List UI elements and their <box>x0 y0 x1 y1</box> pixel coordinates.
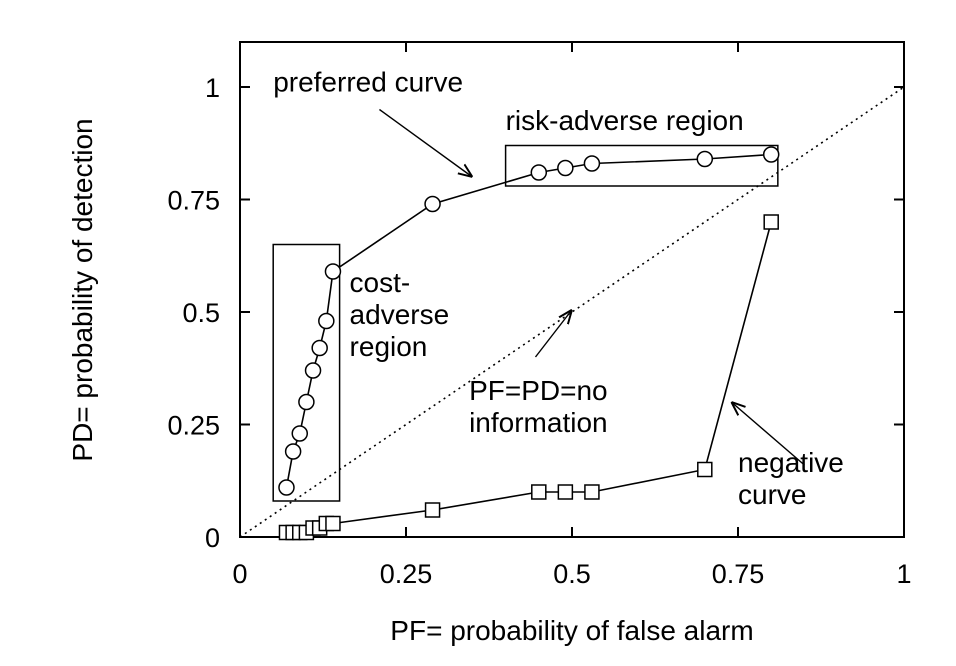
region-box <box>504 144 779 187</box>
circle-point <box>318 312 335 330</box>
annotation-line: PF=PD=no <box>469 375 608 406</box>
circle-point <box>284 443 302 460</box>
annotation-line: preferred curve <box>273 67 463 98</box>
circle-point <box>304 362 322 379</box>
series-layer <box>239 86 905 541</box>
square-point <box>763 214 779 230</box>
square-point <box>424 502 441 518</box>
circle-point <box>424 195 441 213</box>
circle-point <box>696 150 714 168</box>
x-tick-label: 0 <box>232 559 247 589</box>
circle-point <box>762 146 780 163</box>
x-tick-label: 1 <box>896 559 911 589</box>
y-tick-label: 0.25 <box>167 411 220 441</box>
annotation-text: risk-adverse region <box>506 105 744 136</box>
annotation-text: negative curve <box>738 447 844 510</box>
ticks-layer: 0 0.25 0.5 0.75 1 0 0.25 0.5 0.75 1 <box>167 42 912 589</box>
x-tick-label: 0.5 <box>553 559 591 589</box>
square-point <box>325 515 341 532</box>
annotation-arrow <box>534 310 572 358</box>
square-point <box>531 484 547 500</box>
square-point <box>557 484 574 500</box>
circle-point <box>324 263 342 280</box>
circle-point <box>530 164 548 181</box>
annotation-line: information <box>469 407 608 438</box>
circle-point <box>311 339 328 357</box>
regions-layer <box>272 144 779 502</box>
annotation-line: negative <box>738 447 844 478</box>
y-axis-title: PD= probability of detection <box>67 118 98 461</box>
annotation-line: adverse <box>350 299 450 330</box>
region-box <box>272 243 341 502</box>
annotation-text: cost-adverse region <box>350 267 450 362</box>
x-tick-label: 0.75 <box>712 559 765 589</box>
circle-point <box>583 155 601 172</box>
square-point <box>697 461 713 478</box>
y-tick-label: 0.5 <box>182 298 220 328</box>
annotation-line: curve <box>738 479 806 510</box>
y-tick-label: 1 <box>205 73 220 103</box>
annotation-text: PF=PD=no information <box>469 375 608 438</box>
annotation-line: risk-adverse region <box>506 105 744 136</box>
annotation-arrow <box>731 402 805 466</box>
y-tick-label: 0.75 <box>167 186 220 216</box>
circle-point <box>278 479 295 496</box>
annotation-arrow <box>379 108 472 178</box>
diagonal-line <box>239 86 905 538</box>
annotation-line: region <box>350 331 428 362</box>
x-axis-title: PF= probability of false alarm <box>390 615 753 646</box>
circle-point <box>298 393 315 411</box>
circle-point <box>291 425 309 442</box>
annotation-text: preferred curve <box>273 67 463 98</box>
x-tick-label: 0.25 <box>380 559 433 589</box>
annotation-line: cost- <box>350 267 411 298</box>
y-tick-label: 0 <box>205 523 220 553</box>
square-point <box>584 484 600 500</box>
annotations-layer: preferred curve risk-adverse region cost-a… <box>273 67 844 510</box>
circle-point <box>557 159 574 177</box>
